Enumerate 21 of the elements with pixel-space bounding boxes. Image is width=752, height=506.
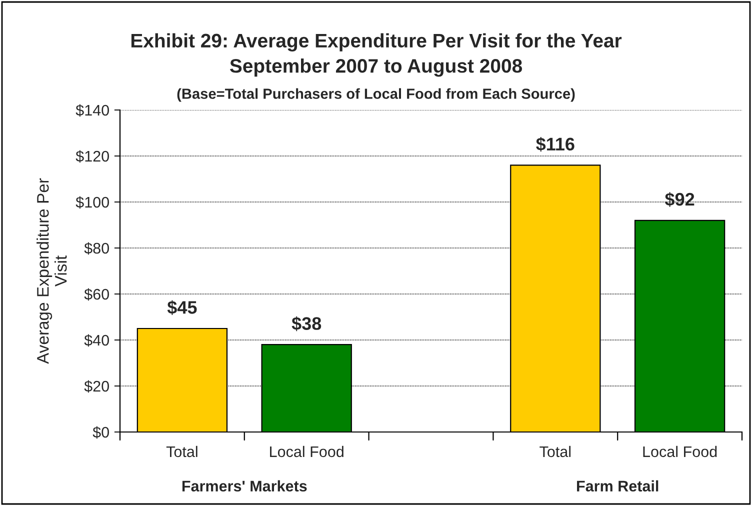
text: Farmers' Markets [182,480,307,492]
y-tick-label: $40 [84,334,109,347]
y-tick-label: $0 [92,426,109,439]
y-tick-label: $140 [76,104,109,117]
y-tick-label: $120 [76,150,109,163]
data-label: $38 [292,316,322,332]
chart-subtitle: (Base=Total Purchasers of Local Food from Each Source) [177,88,575,102]
x-tick-label: Local Food [643,446,717,458]
x-tick-label: Total [540,446,571,458]
y-tick-label: $20 [84,380,109,393]
data-label: $92 [664,192,694,207]
chart-title: Exhibit 29: Average Expenditure Per Visit for the Year September 2007 to August 2008 [131,33,622,77]
x-tick-label: Local Food [270,446,344,458]
y-axis-title: Average Expenditure Per Visit [36,178,67,364]
y-tick-label: $80 [84,242,109,255]
data-label: $45 [167,300,197,315]
y-tick-label: $100 [76,196,109,209]
text: Farm Retail [577,480,658,492]
y-tick-label: $60 [84,288,109,301]
x-tick-label: Total [166,446,198,458]
data-label: $116 [536,136,574,152]
